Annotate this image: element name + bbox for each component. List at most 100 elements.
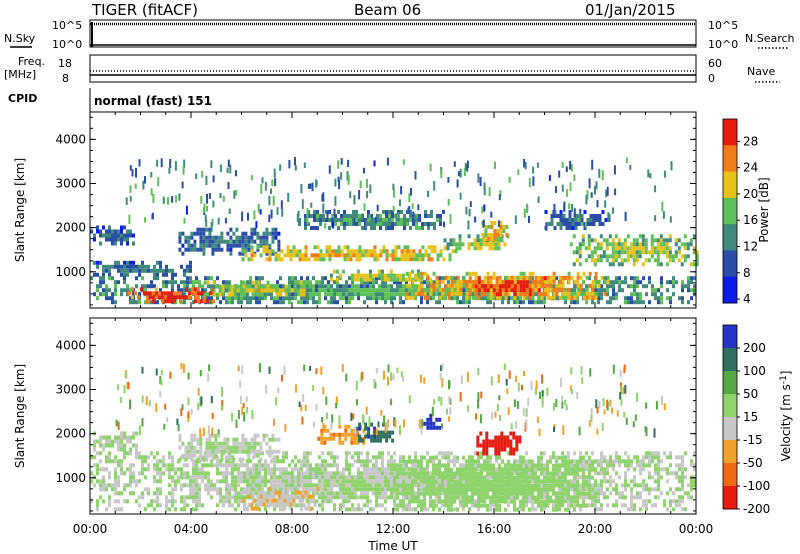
power-ytick-label: 2000 [55, 221, 86, 235]
velocity-colorbar: 200 100 50 15 -15 -50 -100 -200 [722, 324, 770, 516]
power-feature [329, 269, 432, 282]
power-feature [481, 221, 509, 241]
x-tick-label: 12:00 [376, 522, 411, 536]
nsky-label: N.Sky [4, 32, 36, 45]
power-feature [93, 260, 192, 277]
x-tick-label: 20:00 [578, 522, 613, 536]
cpid-label: CPID [8, 92, 37, 105]
velocity-colorbar-label-end: ] [779, 371, 793, 376]
power-colorbar-segment [723, 250, 737, 278]
nave-tick-top: 60 [708, 57, 722, 70]
power-colorbar-segment [723, 171, 737, 199]
power-ytick-label: 4000 [55, 132, 86, 146]
vel-feature [423, 413, 442, 430]
radar-title: TIGER (fitACF) [91, 1, 198, 19]
power-colorbar-segment [723, 224, 737, 251]
power-colorbar-segment [723, 276, 737, 304]
nave-label: Nave [747, 65, 775, 78]
power-colorbar-label: Power [dB] [757, 177, 771, 242]
power-y-axis: 1000 2000 3000 4000 [55, 116, 696, 306]
power-ytick-label: 1000 [55, 265, 86, 279]
power-feature [90, 225, 135, 246]
nsearch-label: N.Search [745, 32, 795, 45]
vel-colorbar-segment [723, 325, 737, 349]
vel-scatter [115, 363, 666, 438]
nsearch-tick-top: 10^5 [708, 19, 738, 32]
x-tick-label: 00:00 [73, 522, 108, 536]
freq-label-2: [MHz] [4, 68, 36, 81]
velocity-colorbar-label: Velocity [m s-1] [779, 371, 793, 462]
velocity-colorbar-label-main: Velocity [m s [779, 384, 793, 461]
power-colorbar-tick-label: 8 [743, 266, 751, 280]
vel-feature [93, 431, 138, 452]
noise-panel: N.Sky 10^5 10^0 10^5 10^0 N.Search [4, 19, 795, 51]
nsky-tick-bottom: 10^0 [52, 38, 82, 51]
x-tick-label: 00:00 [679, 522, 714, 536]
time-axis: 00:00 04:00 08:00 12:00 16:00 20:00 00:00 [73, 112, 714, 536]
power-colorbar-segment [723, 119, 737, 146]
vel-feature [393, 455, 597, 512]
vel-ytick-label: 2000 [55, 427, 86, 441]
freq-label-1: Freq. [18, 55, 45, 68]
power-colorbar-segment [723, 145, 737, 173]
power-panel: 1000 2000 3000 4000 Slant Range [km] 28 24 20… [13, 111, 771, 309]
power-feature [203, 280, 312, 297]
vel-colorbar-segment [723, 371, 737, 395]
vel-colorbar-segment [723, 394, 737, 418]
vel-ytick-label: 1000 [55, 471, 86, 485]
power-y-label: Slant Range [km] [13, 158, 27, 262]
velocity-y-axis: 1000 2000 3000 4000 [55, 322, 696, 512]
power-feature [241, 245, 458, 262]
vel-colorbar-tick-label: -15 [743, 433, 763, 447]
vel-colorbar-segment [723, 463, 737, 487]
vel-ytick-label: 3000 [55, 383, 86, 397]
x-tick-label: 04:00 [174, 522, 209, 536]
power-feature [569, 234, 699, 267]
vel-colorbar-segment [723, 440, 737, 464]
vel-colorbar-segment [723, 486, 737, 510]
x-tick-label: 16:00 [477, 522, 512, 536]
cpid-value: normal (fast) 151 [94, 94, 212, 108]
freq-tick-top: 18 [58, 57, 72, 70]
beam-title: Beam 06 [354, 1, 421, 19]
power-colorbar-tick-label: 16 [743, 213, 758, 227]
vel-colorbar-tick-label: 100 [743, 364, 766, 378]
vel-colorbar-tick-label: -50 [743, 456, 763, 470]
freq-tick-bottom: 8 [62, 72, 69, 85]
velocity-panel: 1000 2000 3000 4000 Slant Range [km] 200 100… [13, 317, 793, 516]
power-colorbar: 28 24 20 16 12 8 4 [722, 118, 758, 306]
vel-colorbar-segment [723, 348, 737, 372]
power-heatmap [90, 157, 699, 305]
nave-tick-bottom: 0 [708, 72, 715, 85]
vel-colorbar-segment [723, 417, 737, 441]
vel-feature [476, 431, 522, 456]
power-colorbar-segment [723, 197, 737, 225]
velocity-heatmap [90, 363, 696, 512]
vel-colorbar-tick-label: 15 [743, 410, 758, 424]
vel-colorbar-tick-label: 50 [743, 387, 758, 401]
x-axis-label: Time UT [367, 539, 418, 553]
x-tick-label: 08:00 [275, 522, 310, 536]
vel-colorbar-tick-label: 200 [743, 341, 766, 355]
vel-feature [178, 433, 281, 462]
vel-colorbar-tick-label: -200 [743, 502, 770, 516]
power-colorbar-tick-label: 4 [743, 292, 751, 306]
power-colorbar-tick-label: 20 [743, 187, 758, 201]
power-colorbar-tick-label: 28 [743, 134, 758, 148]
power-ytick-label: 3000 [55, 177, 86, 191]
power-feature [127, 287, 215, 304]
power-colorbar-tick-label: 12 [743, 239, 758, 253]
power-scatter [125, 157, 673, 232]
date-title: 01/Jan/2015 [585, 1, 676, 19]
nsearch-tick-bottom: 10^0 [708, 38, 738, 51]
velocity-colorbar-label-sup: -1 [779, 375, 789, 384]
vel-feature [241, 486, 320, 511]
frequency-panel: Freq. [MHz] 18 8 60 0 Nave [4, 54, 780, 85]
vel-feature [317, 424, 369, 445]
vel-ytick-label: 4000 [55, 338, 86, 352]
power-feature [468, 276, 547, 297]
power-colorbar-tick-label: 24 [743, 161, 758, 175]
vel-colorbar-tick-label: -100 [743, 479, 770, 493]
nsky-tick-top: 10^5 [52, 19, 82, 32]
